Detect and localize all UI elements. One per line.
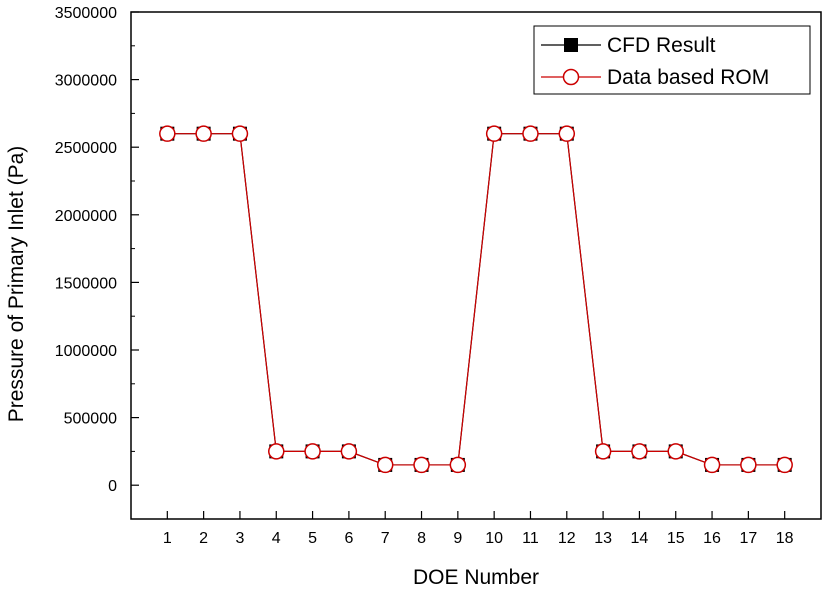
- data-point-data-based-rom: [594, 443, 612, 460]
- x-tick-label: 15: [667, 530, 685, 547]
- series-layer: [159, 125, 793, 474]
- x-tick-label: 12: [558, 530, 576, 547]
- x-axis-tick-labels: 1 2 3 4 5 6 7 8 9 10 11 12 13 14 15 16 17 18: [163, 530, 794, 547]
- x-tick-label: 2: [199, 530, 208, 547]
- data-point-data-based-rom: [740, 456, 757, 474]
- legend-label-data-based-rom: Data based ROM: [607, 66, 769, 89]
- x-tick-label: 13: [594, 530, 612, 547]
- data-point-data-based-rom: [703, 456, 721, 474]
- x-tick-label: 4: [272, 530, 281, 547]
- data-point-data-based-rom: [667, 443, 684, 460]
- data-point-data-based-rom: [231, 125, 249, 142]
- data-point-data-based-rom: [268, 443, 285, 460]
- legend-marker-cfd-result: [564, 38, 578, 52]
- data-point-data-based-rom: [776, 456, 793, 474]
- y-tick-label: 0: [108, 478, 117, 495]
- data-point-data-based-rom: [304, 443, 321, 460]
- x-tick-label: 17: [739, 530, 757, 547]
- x-tick-label: 16: [703, 530, 721, 547]
- y-axis-title: Pressure of Primary Inlet (Pa): [5, 146, 28, 423]
- data-point-data-based-rom: [522, 125, 539, 142]
- data-point-data-based-rom: [413, 456, 430, 474]
- y-tick-label: 1000000: [55, 343, 117, 360]
- y-tick-label: 2500000: [55, 140, 117, 157]
- x-tick-label: 6: [344, 530, 353, 547]
- x-tick-label: 11: [522, 530, 539, 547]
- legend-marker-data-based-rom: [562, 68, 580, 86]
- x-tick-label: 5: [308, 530, 317, 547]
- legend-label-cfd-result: CFD Result: [607, 34, 716, 57]
- x-tick-label: 7: [381, 530, 390, 547]
- series-line-data-based-rom: [167, 133, 785, 466]
- data-point-data-based-rom: [558, 125, 576, 142]
- x-tick-label: 8: [417, 530, 426, 547]
- y-tick-label: 2000000: [55, 208, 117, 225]
- plot-frame: [130, 11, 822, 520]
- y-tick-label: 3500000: [55, 5, 117, 22]
- x-tick-label: 1: [163, 530, 172, 547]
- data-point-data-based-rom: [340, 443, 358, 460]
- y-tick-label: 1500000: [55, 275, 117, 292]
- data-point-data-based-rom: [195, 125, 212, 142]
- y-axis-tick-labels: 0 500000 1000000 1500000 2000000 2500000 30000…: [55, 5, 117, 495]
- x-tick-label: 3: [235, 530, 244, 547]
- legend: CFD Result Data based ROM: [533, 25, 811, 95]
- data-point-data-based-rom: [449, 456, 467, 474]
- x-tick-label: 14: [631, 530, 649, 547]
- data-point-data-based-rom: [376, 456, 394, 474]
- y-tick-label: 3000000: [55, 73, 117, 90]
- x-tick-label: 9: [453, 530, 462, 547]
- x-axis-title: DOE Number: [413, 566, 539, 589]
- x-tick-label: 18: [776, 530, 794, 547]
- axis-ticks: [131, 11, 786, 520]
- legend-box: [533, 25, 811, 95]
- data-point-data-based-rom: [631, 443, 648, 460]
- y-tick-label: 500000: [64, 411, 117, 428]
- data-point-data-based-rom: [159, 125, 176, 142]
- data-point-data-based-rom: [485, 125, 503, 142]
- x-tick-label: 10: [485, 530, 503, 547]
